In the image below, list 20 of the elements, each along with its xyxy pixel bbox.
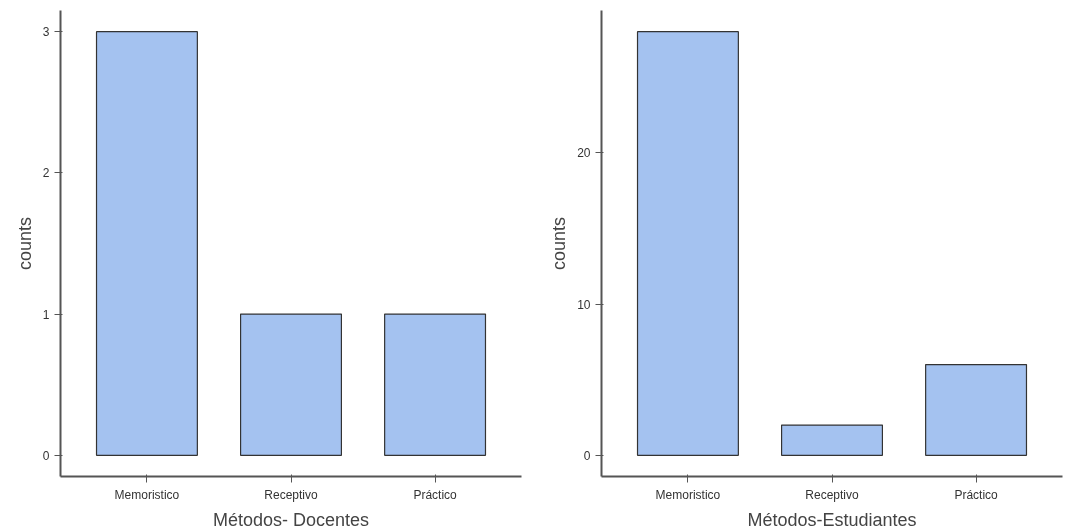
- y-axis-title: counts: [549, 216, 570, 271]
- bar: [780, 424, 884, 456]
- y-tick-label: 3: [42, 25, 50, 40]
- y-tick-label: 10: [577, 297, 591, 312]
- x-tick-label: Memoristico: [655, 487, 721, 502]
- y-tick-label: 2: [42, 166, 50, 181]
- x-axis-title: Métodos- Docentes: [212, 509, 370, 530]
- y-tick-label: 0: [42, 448, 50, 463]
- x-axis-title: Métodos-Estudiantes: [747, 509, 917, 530]
- x-tick-label: Receptivo: [264, 487, 319, 502]
- y-tick-label: 0: [583, 448, 591, 463]
- y-tick-label: 1: [42, 307, 50, 322]
- x-tick-label: Práctico: [413, 487, 458, 502]
- x-tick-label: Práctico: [954, 487, 999, 502]
- y-tick-label: 20: [577, 146, 591, 161]
- bar: [636, 31, 739, 456]
- bar: [925, 363, 1028, 456]
- x-tick-label: Receptivo: [805, 487, 860, 502]
- x-tick-label: Memoristico: [114, 487, 180, 502]
- y-axis-title: counts: [14, 216, 35, 271]
